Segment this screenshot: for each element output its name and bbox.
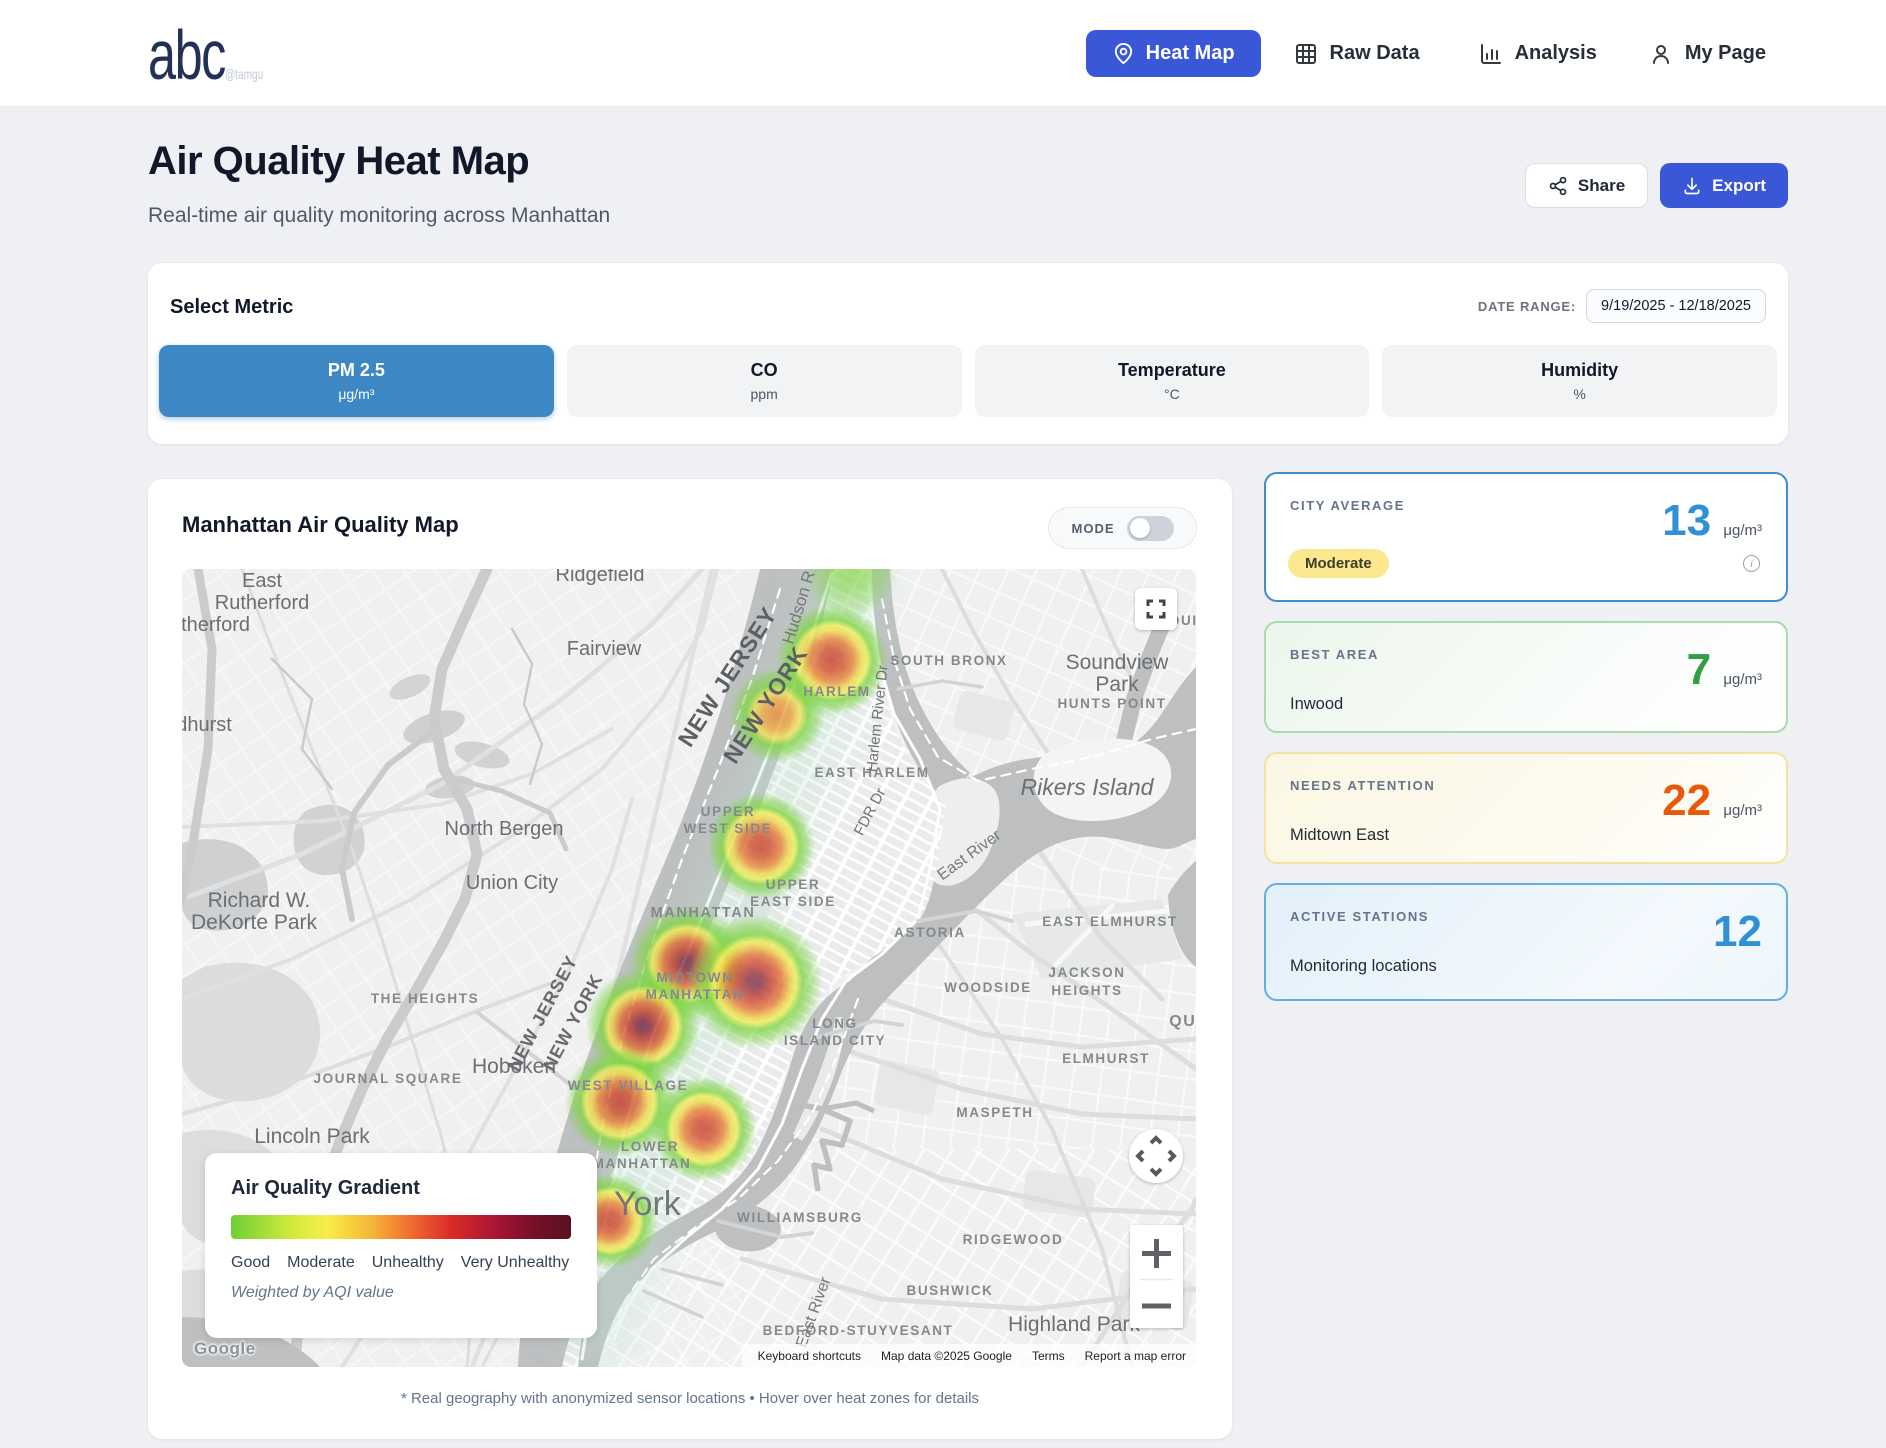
svg-text:Hoboken: Hoboken <box>472 1055 556 1078</box>
svg-text:MANHATTAN: MANHATTAN <box>593 1156 692 1171</box>
svg-text:dhurst: dhurst <box>182 714 232 736</box>
svg-text:utherford: utherford <box>182 614 250 636</box>
svg-text:York: York <box>614 1185 682 1223</box>
svg-text:THE HEIGHTS: THE HEIGHTS <box>371 991 479 1006</box>
svg-text:WOODSIDE: WOODSIDE <box>944 980 1032 995</box>
svg-text:LONG: LONG <box>812 1016 857 1031</box>
svg-text:Rutherford: Rutherford <box>215 592 310 614</box>
svg-text:ELMHURST: ELMHURST <box>1062 1051 1150 1066</box>
svg-text:SOUTH BRONX: SOUTH BRONX <box>890 653 1007 668</box>
svg-text:Richard W.: Richard W. <box>208 889 311 912</box>
svg-text:UPPER: UPPER <box>701 804 756 819</box>
svg-text:HARLEM: HARLEM <box>803 684 870 699</box>
svg-text:North Bergen: North Bergen <box>445 818 564 840</box>
svg-text:ASTORIA: ASTORIA <box>894 925 966 940</box>
svg-text:Union City: Union City <box>466 872 558 894</box>
svg-text:Park: Park <box>1095 673 1139 696</box>
svg-text:East: East <box>242 570 282 592</box>
svg-text:WEST SIDE: WEST SIDE <box>684 821 773 836</box>
svg-text:MASPETH: MASPETH <box>956 1105 1033 1120</box>
svg-text:Lincoln Park: Lincoln Park <box>254 1125 370 1148</box>
svg-text:HUNTS POINT: HUNTS POINT <box>1057 696 1166 711</box>
svg-text:MANHATTAN: MANHATTAN <box>651 905 756 921</box>
svg-text:Rikers Island: Rikers Island <box>1021 774 1155 800</box>
svg-text:Highland Park: Highland Park <box>1008 1313 1140 1336</box>
svg-text:Fairview: Fairview <box>567 638 642 660</box>
svg-text:HEIGHTS: HEIGHTS <box>1051 983 1122 998</box>
svg-text:BUSHWICK: BUSHWICK <box>906 1283 993 1298</box>
svg-text:DeKorte Park: DeKorte Park <box>191 911 318 934</box>
svg-text:UPPER: UPPER <box>766 877 821 892</box>
svg-text:Ridgefield: Ridgefield <box>556 569 645 586</box>
svg-text:EAST ELMHURST: EAST ELMHURST <box>1042 914 1178 929</box>
svg-text:BEDFORD-STUYVESANT: BEDFORD-STUYVESANT <box>763 1323 954 1338</box>
svg-text:EAST SIDE: EAST SIDE <box>750 894 836 909</box>
svg-text:LOWER: LOWER <box>621 1139 679 1154</box>
svg-text:MIDTOWN: MIDTOWN <box>657 970 734 985</box>
svg-text:WEST VILLAGE: WEST VILLAGE <box>568 1078 688 1093</box>
svg-text:QUE: QUE <box>1169 1013 1196 1030</box>
svg-text:MANHATTAN: MANHATTAN <box>646 987 745 1002</box>
svg-text:RIDGEWOOD: RIDGEWOOD <box>963 1232 1064 1247</box>
svg-text:ISLAND CITY: ISLAND CITY <box>784 1033 886 1048</box>
svg-text:JACKSON: JACKSON <box>1048 965 1125 980</box>
svg-text:JOURNAL SQUARE: JOURNAL SQUARE <box>314 1071 463 1086</box>
svg-text:EAST HARLEM: EAST HARLEM <box>814 765 929 780</box>
svg-text:Soundview: Soundview <box>1066 651 1170 674</box>
svg-text:WILLIAMSBURG: WILLIAMSBURG <box>737 1210 863 1225</box>
